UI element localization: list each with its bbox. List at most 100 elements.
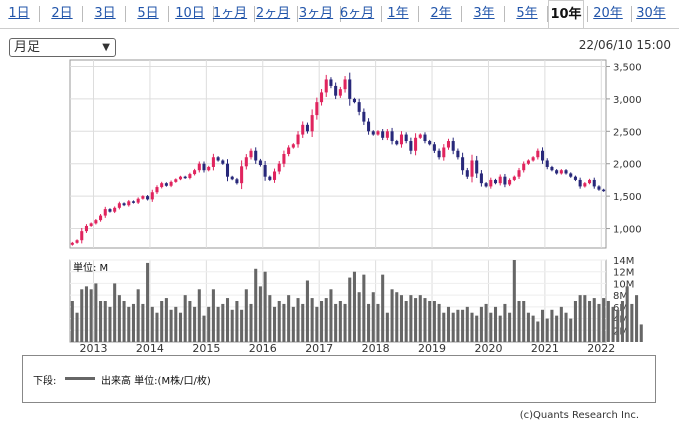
tab-separator bbox=[547, 6, 548, 22]
volume-bar bbox=[258, 286, 262, 342]
volume-bar bbox=[442, 312, 446, 342]
tab-bar-divider bbox=[0, 28, 679, 29]
volume-bar bbox=[103, 301, 107, 342]
tab-1[interactable]: 2日 bbox=[51, 6, 73, 21]
volume-bar bbox=[334, 303, 338, 342]
volume-bar bbox=[630, 303, 634, 342]
volume-bar bbox=[371, 292, 375, 342]
candle-period-select[interactable]: 月足 ▼ bbox=[9, 38, 116, 57]
tab-4[interactable]: 10日 bbox=[175, 6, 205, 21]
volume-bar bbox=[296, 298, 300, 342]
volume-bar bbox=[498, 315, 502, 342]
volume-bar bbox=[155, 312, 159, 342]
volume-bar bbox=[277, 301, 281, 342]
price-candle bbox=[362, 111, 366, 122]
volume-bar bbox=[461, 309, 465, 342]
price-candle bbox=[99, 215, 103, 221]
volume-y-tick-label: 6M bbox=[613, 303, 628, 314]
volume-bar bbox=[178, 312, 183, 342]
volume-bar bbox=[235, 301, 239, 342]
x-tick-label: 2019 bbox=[418, 342, 446, 355]
x-tick-label: 2015 bbox=[192, 342, 220, 355]
volume-bar bbox=[146, 262, 150, 342]
price-candle bbox=[207, 166, 211, 171]
price-y-tick-label: 2,500 bbox=[613, 127, 642, 138]
tab-15[interactable]: 30年 bbox=[636, 6, 666, 21]
tab-separator bbox=[631, 6, 632, 22]
volume-bar bbox=[207, 306, 211, 342]
price-candle bbox=[550, 166, 554, 171]
volume-bar bbox=[616, 309, 620, 342]
tab-9[interactable]: 1年 bbox=[387, 6, 409, 21]
tab-6[interactable]: 2ヶ月 bbox=[255, 6, 291, 21]
tab-3[interactable]: 5日 bbox=[137, 6, 159, 21]
price-candle bbox=[258, 160, 262, 166]
volume-bar bbox=[89, 289, 93, 342]
price-candle bbox=[211, 157, 215, 167]
price-candle bbox=[174, 179, 178, 182]
tab-7[interactable]: 3ヶ月 bbox=[298, 6, 334, 21]
price-candle bbox=[108, 209, 112, 212]
volume-bar bbox=[249, 303, 253, 342]
price-candle bbox=[465, 170, 469, 177]
price-candle bbox=[390, 131, 394, 142]
price-candle bbox=[484, 183, 488, 187]
volume-bar bbox=[150, 306, 154, 342]
price-candle bbox=[446, 141, 451, 148]
price-candle bbox=[512, 176, 516, 180]
tab-11[interactable]: 3年 bbox=[473, 6, 495, 21]
tab-10[interactable]: 2年 bbox=[430, 6, 452, 21]
price-candle bbox=[282, 154, 286, 164]
volume-bar bbox=[84, 286, 88, 342]
price-candle bbox=[399, 134, 404, 145]
volume-bar bbox=[174, 306, 178, 342]
volume-bar bbox=[197, 289, 201, 342]
price-candle bbox=[146, 196, 150, 200]
price-candle bbox=[498, 176, 502, 184]
volume-y-tick-label: 10M bbox=[613, 279, 634, 290]
price-candle bbox=[588, 179, 592, 184]
volume-bar bbox=[117, 295, 121, 342]
tab-0[interactable]: 1日 bbox=[8, 6, 30, 21]
price-candle bbox=[70, 242, 74, 245]
price-candle bbox=[75, 240, 79, 243]
tab-separator bbox=[461, 6, 462, 22]
volume-bar bbox=[550, 309, 554, 342]
price-candle bbox=[428, 141, 432, 145]
volume-bar bbox=[465, 306, 469, 342]
candle-period-value: 月足 bbox=[14, 40, 41, 55]
x-tick-label: 2018 bbox=[362, 342, 390, 355]
price-candle bbox=[122, 203, 126, 206]
price-candle bbox=[103, 209, 107, 216]
tab-5[interactable]: 1ヶ月 bbox=[212, 6, 248, 21]
price-candle bbox=[357, 102, 361, 112]
tab-2[interactable]: 3日 bbox=[94, 6, 116, 21]
volume-bar bbox=[202, 315, 206, 342]
tab-12[interactable]: 5年 bbox=[516, 6, 538, 21]
legend-volume-label: 出来高 単位:(M株/口/枚) bbox=[101, 376, 211, 387]
price-candle bbox=[522, 163, 526, 171]
volume-bar bbox=[545, 318, 549, 342]
price-candle bbox=[583, 183, 587, 187]
volume-bar bbox=[348, 277, 352, 342]
price-candle bbox=[381, 131, 385, 138]
volume-bar bbox=[141, 303, 145, 342]
volume-bar bbox=[367, 303, 371, 342]
price-panel-frame bbox=[69, 59, 607, 249]
tab-separator bbox=[381, 6, 382, 22]
price-candle bbox=[277, 163, 281, 172]
volume-bar bbox=[320, 301, 324, 342]
volume-bar bbox=[578, 295, 582, 342]
price-candle bbox=[249, 150, 253, 158]
tab-14[interactable]: 20年 bbox=[593, 6, 623, 21]
tab-8[interactable]: 6ヶ月 bbox=[339, 6, 375, 21]
volume-bar bbox=[540, 309, 545, 342]
volume-bar bbox=[446, 306, 451, 342]
volume-bar bbox=[188, 301, 192, 342]
price-candle bbox=[404, 134, 408, 142]
tab-13[interactable]: 10年 bbox=[548, 0, 584, 29]
legend-prefix: 下段: bbox=[33, 376, 57, 387]
price-candle bbox=[329, 79, 333, 86]
price-candle bbox=[272, 171, 277, 180]
